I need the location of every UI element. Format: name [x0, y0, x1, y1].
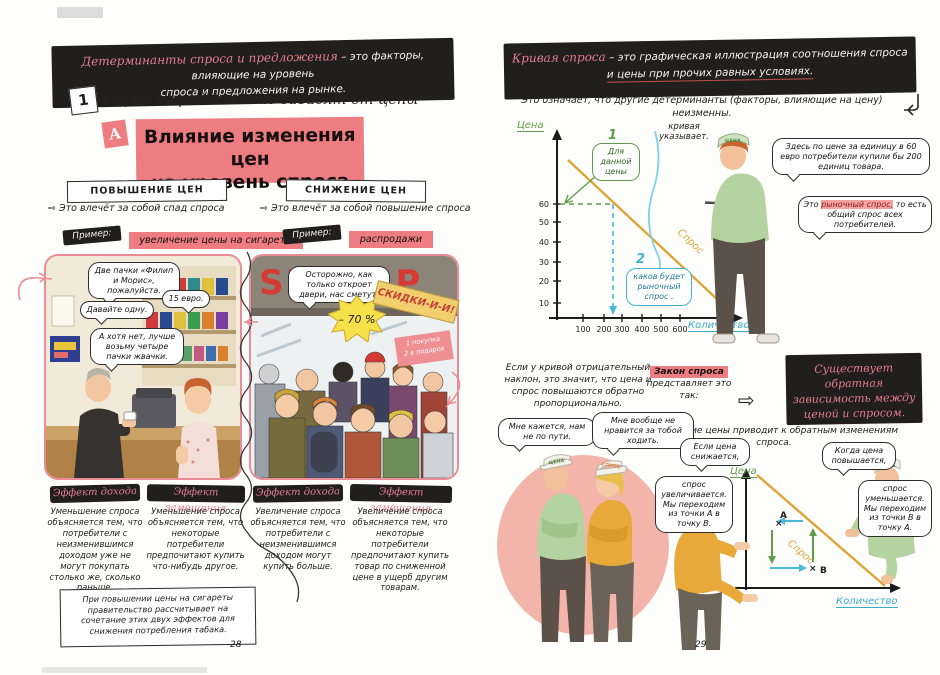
section-number-badge: 1 — [68, 85, 99, 116]
speech-bubble-customer-3: А хотя нет, лучше возьму четыре пачки жв… — [90, 328, 184, 366]
effect-header-4: Эффект замещения — [349, 483, 453, 515]
chart-y-axis-label: Цена — [517, 120, 544, 132]
hand-drawn-arrow-icon — [904, 94, 919, 116]
curve-term: Кривая спроса — [511, 49, 606, 66]
mini-chart-x-label: Количество — [836, 596, 898, 608]
section-title: Спрос и предложение зависят от цены — [104, 92, 419, 108]
example-tag-left: Пример: — [62, 225, 122, 246]
effect-line-left: ⇨ Это влечёт за собой спад спроса — [48, 203, 225, 214]
speech-bubble-customer-2: Давайте одну. — [80, 301, 154, 319]
discount-star: – 70 % — [328, 296, 386, 342]
block-arrow-icon: ⇨ — [738, 388, 755, 412]
block-arrow-icon: ⇨ — [260, 203, 268, 214]
effect-header-2: Эффект замещения — [146, 484, 246, 515]
effect-header-1: Эффект дохода — [49, 483, 141, 504]
block-a-badge: А — [101, 119, 129, 149]
couple-bubble-left: Мне кажется, нам не по пути. — [498, 418, 596, 446]
block-a-title-line1: Влияние изменения цен — [143, 124, 356, 171]
effect-line-right: ⇨ Это влечёт за собой повышение спроса — [260, 203, 471, 214]
svg-text:А: А — [780, 511, 787, 521]
curve-definition-banner: Кривая спроса – это графическая иллюстра… — [503, 36, 917, 100]
svg-text:200: 200 — [596, 325, 611, 334]
law-highlight: Закон спроса — [650, 366, 728, 378]
negative-slope-note: Если у кривой отрицательный наклон, это … — [504, 363, 652, 410]
scan-artifact-top — [57, 7, 103, 18]
curve-rest1: – это графическая иллюстрация соотношени… — [605, 46, 908, 64]
law-banner: Существует обратная зависимость между це… — [785, 352, 923, 426]
svg-text:40: 40 — [539, 238, 549, 247]
annotation-2-bubble: каков будет рыночный спрос . — [626, 268, 692, 306]
svg-text:400: 400 — [634, 325, 649, 334]
svg-text:50: 50 — [539, 218, 549, 227]
scan-artifact-bottom — [42, 667, 207, 673]
definition-term: Детерминанты спроса и предложения — [81, 49, 339, 69]
example-tag-right: Пример: — [282, 224, 342, 245]
speech-bubble-cashier-price: 15 евро. — [162, 290, 210, 308]
block-arrow-icon: ⇨ — [48, 203, 56, 214]
svg-text:60: 60 — [539, 200, 549, 209]
svg-text:– 70 %: – 70 % — [339, 313, 376, 326]
column-header-price-up: ПОВЫШЕНИЕ ЦЕН — [66, 178, 228, 204]
svg-text:100: 100 — [575, 325, 590, 334]
svg-text:Спрос: Спрос — [785, 538, 816, 567]
law-below-note: Изменение цены приводит к обратным измен… — [649, 426, 899, 449]
example-label-right: распродажи — [349, 231, 433, 248]
svg-text:В: В — [820, 566, 827, 576]
teacher-figure: ЦЕНА — [705, 133, 780, 344]
svg-text:10: 10 — [539, 299, 549, 308]
annotation-2-number: 2 — [636, 252, 646, 267]
mini-bubble-man-2: спрос уменьшается. Мы переходим из точки… — [858, 480, 932, 537]
svg-text:500: 500 — [653, 325, 668, 334]
note-box: При повышении цены на сигареты правитель… — [59, 586, 257, 648]
svg-text:ЦЕНА: ЦЕНА — [725, 138, 741, 144]
effect-text-3: Увеличение спроса объясняется тем, что п… — [250, 506, 346, 571]
svg-text:ЦЕНА: ЦЕНА — [549, 458, 566, 467]
market-demand-highlight: рыночный спрос, — [821, 200, 894, 209]
mini-bubble-man-1: Когда цена повышается, — [822, 442, 896, 470]
annotation-top-text: кривая указывает. — [659, 122, 709, 143]
effect-header-3: Эффект дохода — [252, 484, 344, 503]
page-number-left: 28 — [230, 640, 242, 650]
effect-text-2: Уменьшение спроса объясняется тем, что н… — [146, 506, 245, 571]
block-a-title: Влияние изменения цен на уровень спроса — [135, 116, 365, 194]
effect-text-4: Увеличение спроса объясняется тем, что н… — [350, 506, 450, 593]
demand-curve-chart: 60 50 40 30 20 10 100 200 300 400 500 60… — [539, 129, 743, 334]
mini-demand-chart: Спрос × × А В — [735, 468, 901, 593]
svg-text:20: 20 — [539, 277, 549, 286]
svg-text:300: 300 — [614, 325, 629, 334]
teacher-bubble-1: Здесь по цене за единицу в 60 евро потре… — [772, 138, 930, 176]
svg-text:30: 30 — [539, 258, 549, 267]
mini-chart-y-label: Цена — [730, 466, 757, 478]
page-number-right: 29 — [695, 640, 707, 650]
svg-text:Спрос: Спрос — [675, 227, 706, 257]
mini-bubble-woman-1: Если цена снижается, — [680, 438, 750, 466]
annotation-1-number: 1 — [608, 128, 618, 143]
section-number: 1 — [77, 90, 90, 110]
effect-text-1: Уменьшение спроса объясняется тем, что п… — [47, 506, 143, 593]
curve-rest2: и цены при прочих равных условиях. — [606, 64, 814, 83]
svg-text:×: × — [775, 519, 783, 529]
couple-bubble-right: Мне вообще не нравится за тобой ходить. — [592, 412, 694, 450]
ceteris-paribus-note: Это означает, что другие детерминанты (ф… — [521, 95, 883, 120]
couple-figures: ЦЕНА СПРОС — [537, 454, 634, 642]
column-header-price-down: СНИЖЕНИЕ ЦЕН — [285, 179, 427, 203]
svg-text:600: 600 — [672, 325, 687, 334]
law-of-demand-label: Закон спроса представляет это так: — [646, 366, 732, 402]
svg-text:СПРОС: СПРОС — [601, 462, 621, 471]
teacher-bubble-2: Это рыночный спрос, то есть общий спрос … — [798, 196, 932, 234]
annotation-1-bubble: Для данной цены — [592, 143, 640, 181]
mini-bubble-woman-2: спрос увеличивается. Мы переходим из точ… — [655, 476, 733, 533]
example-label-left: увеличение цены на сигареты — [129, 232, 303, 249]
svg-text:×: × — [809, 564, 817, 574]
